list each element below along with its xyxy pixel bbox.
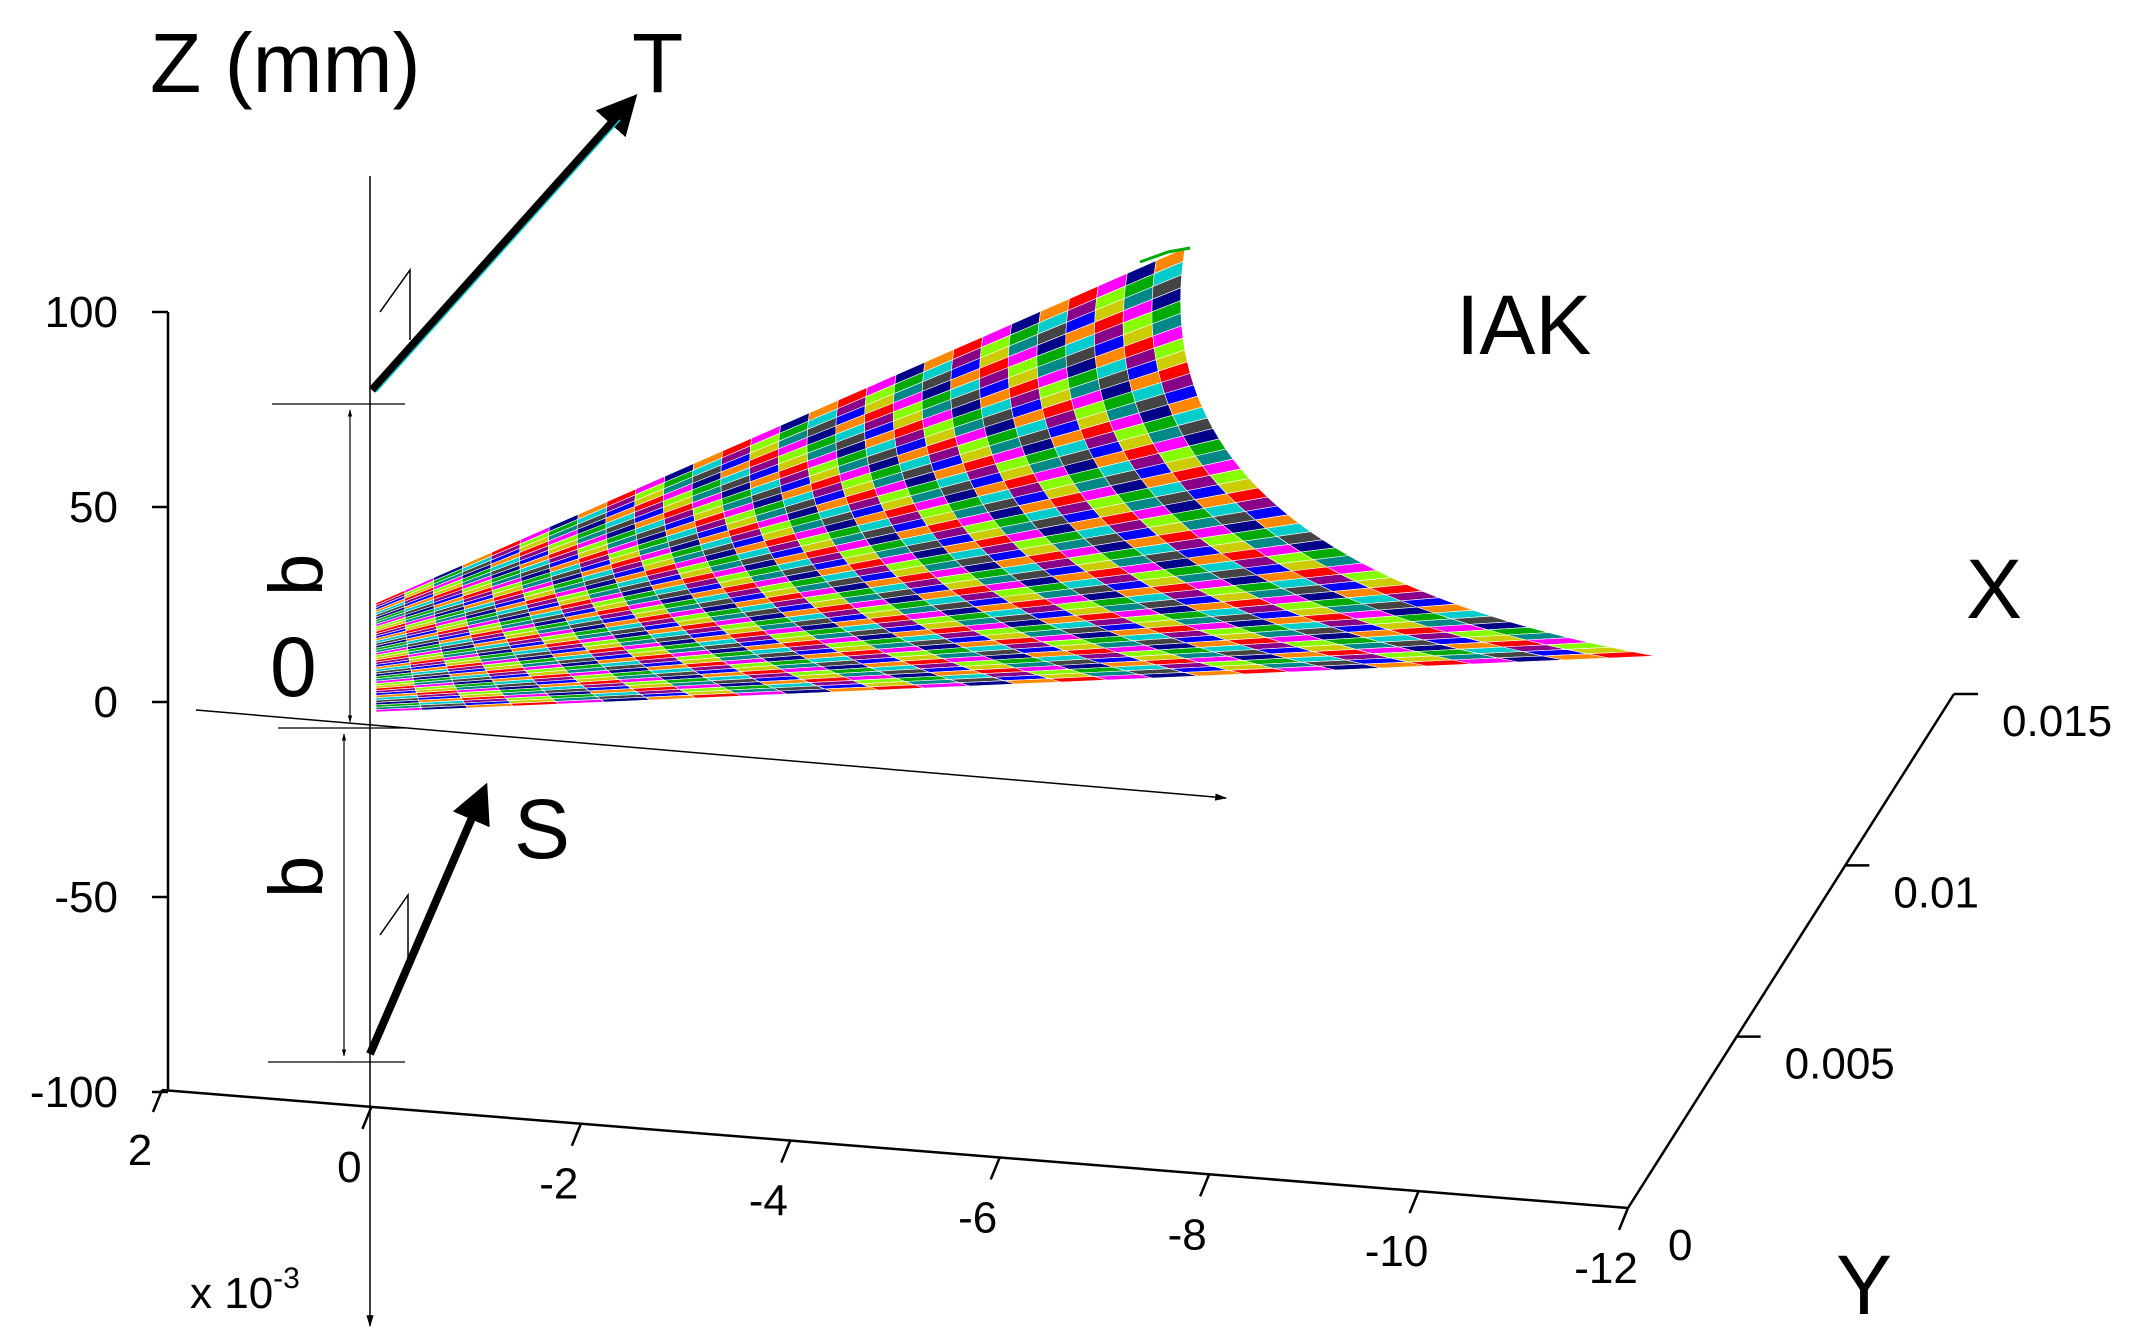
y-tick-label-4: -6 [958,1193,997,1242]
y-tick-6 [1408,1190,1420,1214]
x-axis-label: X [1966,542,2022,636]
y-tick-label-1: 0 [337,1143,361,1192]
z-tick-label-2: 0 [94,678,118,727]
x-axis-line [1626,693,1956,1209]
x-tick-label-2: 0.01 [1893,868,1979,917]
z-tick-label-4: -100 [30,1068,118,1117]
y-multiplier-label: x 10-3 [190,1262,300,1318]
y-tick-0 [151,1089,164,1113]
y-axis-ticks: 2 0 -2 -4 -6 -8 -10 -12 [128,1089,1638,1293]
t-vector-highlight [375,119,621,393]
y-tick-label-7: -12 [1574,1244,1638,1293]
surface-mesh [375,246,1656,713]
surface-tip-curl [1139,246,1191,264]
x-axis-ticks: 0 0.005 0.01 0.015 [1668,692,2112,1270]
hook-mark-lower [379,892,409,960]
x-tick-label-0: 0 [1668,1221,1692,1270]
s-vector [366,782,490,1056]
x-tick-label-1: 0.005 [1785,1040,1895,1089]
y-tick-label-3: -4 [749,1177,788,1226]
y-tick-7 [1617,1207,1630,1231]
y-axis-line [161,1088,1629,1210]
y-tick-label-5: -8 [1168,1210,1207,1259]
y-multiplier-base: x 10 [190,1269,273,1318]
origin-ray [195,709,1228,801]
z-axis-label: Z (mm) [150,16,421,110]
x-tick-label-3: 0.015 [2002,697,2112,746]
y-axis-label: Y [1836,1238,1892,1332]
y-tick-3 [780,1140,792,1164]
y-multiplier-exponent: -3 [273,1262,300,1295]
b-label-upper: b [254,554,339,596]
iak-annotation: IAK [1456,278,1591,372]
s-vector-label: S [514,782,570,876]
y-tick-label-0: 2 [128,1126,152,1175]
z-tick-label-3: -50 [54,873,118,922]
t-vector [369,94,638,393]
z-axis-ticks: 100 50 0 -50 -100 [30,288,168,1117]
surface-cell [1587,651,1656,659]
y-tick-5 [1198,1173,1211,1197]
z-tick-label-1: 50 [69,483,118,532]
hook-mark-upper [379,267,411,340]
z-tick-label-0: 100 [45,288,118,337]
y-tick-4 [989,1156,1001,1180]
origin-label: 0 [270,620,317,714]
y-tick-label-6: -10 [1365,1227,1429,1276]
b-label-lower: b [254,856,339,898]
t-vector-label: T [632,16,683,110]
y-tick-2 [570,1123,583,1147]
y-tick-label-2: -2 [539,1160,578,1209]
